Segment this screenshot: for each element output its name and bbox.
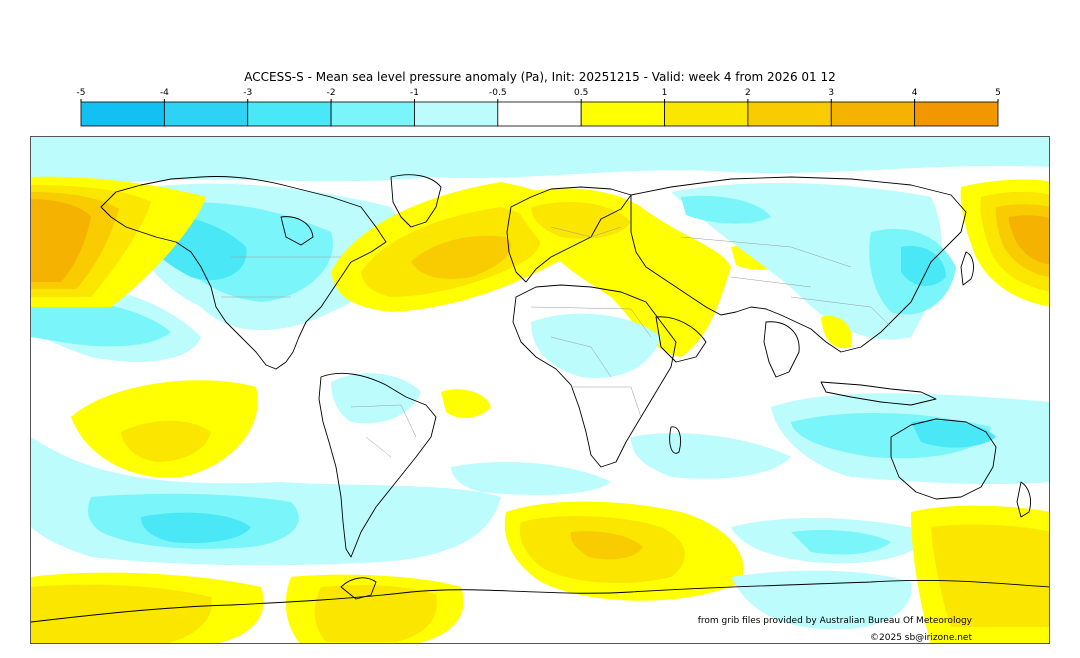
colorbar-tick-label: -3	[243, 88, 252, 98]
colorbar-tick-label: -4	[160, 88, 169, 98]
colorbar-tick-label: -1	[410, 88, 419, 98]
coastline-antarctic-peninsula	[340, 577, 377, 600]
anomaly-west-siberia	[681, 195, 771, 224]
coastline-indonesia	[820, 381, 937, 406]
colorbar-ticks: -5 -4 -3 -2 -1 -0.5 0.5 1 2 3 4 5	[77, 88, 1001, 102]
anomaly-antarctic-west-mid	[31, 584, 212, 643]
anomaly-south-pacific-core	[141, 512, 251, 544]
anomaly-arctic-band	[31, 137, 1049, 182]
anomaly-japan	[901, 246, 946, 287]
colorbar-box	[497, 101, 582, 127]
coastline-japan	[960, 251, 974, 286]
coastline-asia	[630, 176, 967, 353]
colorbar-box	[914, 101, 999, 127]
colorbar-box	[163, 101, 249, 127]
colorbar-box	[580, 101, 665, 127]
anomaly-south-atlantic	[451, 462, 611, 495]
map-canvas	[31, 137, 1049, 643]
anomaly-australia-core	[911, 420, 996, 448]
colorbar-tick-label: 0.5	[574, 88, 588, 98]
anomaly-sahara	[531, 313, 661, 378]
anomaly-south-atlantic-core	[570, 531, 643, 560]
coastline-madagascar	[669, 426, 682, 454]
world-map	[30, 136, 1050, 644]
source-credit: from grib files provided by Australian B…	[697, 616, 972, 626]
colorbar-box	[747, 101, 832, 127]
colorbar-tick-label: 3	[828, 88, 834, 98]
anomaly-field	[31, 137, 1049, 643]
colorbar-tick-label: -2	[327, 88, 336, 98]
anomaly-tropical-pacific-core	[121, 420, 211, 462]
coastline-india	[763, 321, 800, 378]
colorbar-box	[247, 101, 332, 127]
colorbar-box	[414, 101, 499, 127]
coastline-north-america	[100, 176, 387, 370]
map-title: ACCESS-S - Mean sea level pressure anoma…	[244, 70, 836, 84]
anomaly-north-atlantic-core	[411, 235, 512, 279]
coastline-new-zealand	[1016, 481, 1032, 518]
coastline-australia	[890, 418, 997, 500]
colorbar-box	[330, 101, 415, 127]
copyright-credit: ©2025 sb@irizone.net	[870, 633, 972, 643]
colorbar-box	[80, 101, 165, 127]
coastline-antarctica	[31, 579, 1049, 623]
anomaly-tropical-indian	[631, 433, 791, 479]
anomaly-south-asia	[821, 316, 852, 349]
anomaly-antarctic-central-mid	[314, 585, 437, 642]
colorbar-tick-label: 2	[745, 88, 751, 98]
colorbar-boxes	[80, 101, 999, 127]
coastline-south-america	[318, 372, 437, 558]
anomaly-east-pacific-core	[31, 300, 171, 347]
colorbar-tick-label: 5	[995, 88, 1001, 98]
coastline-africa	[512, 284, 677, 468]
anomaly-south-indian-core	[791, 530, 891, 555]
anomaly-europe-core	[531, 202, 631, 239]
colorbar-box	[830, 101, 916, 127]
colorbar-box	[664, 101, 749, 127]
colorbar-tick-label: -0.5	[489, 88, 507, 98]
anomaly-tropical-atlantic	[441, 389, 491, 419]
coastline-greenland	[390, 174, 442, 228]
colorbar-tick-label: 4	[912, 88, 918, 98]
anomaly-south-america	[331, 373, 421, 424]
coastlines	[31, 174, 1049, 623]
anomaly-ne-pacific-peak	[31, 199, 91, 282]
coastline-hudson-bay	[280, 216, 314, 246]
colorbar-legend: -5 -4 -3 -2 -1 -0.5 0.5 1 2 3 4 5	[77, 88, 1001, 127]
colorbar-tick-label: 1	[662, 88, 668, 98]
coastline-arabia	[655, 316, 707, 363]
colorbar-tick-label: -5	[77, 88, 86, 98]
country-borders	[221, 226, 892, 458]
anomaly-nw-pacific-peak	[1008, 215, 1049, 265]
anomaly-se-pacific-mid	[931, 524, 1049, 627]
